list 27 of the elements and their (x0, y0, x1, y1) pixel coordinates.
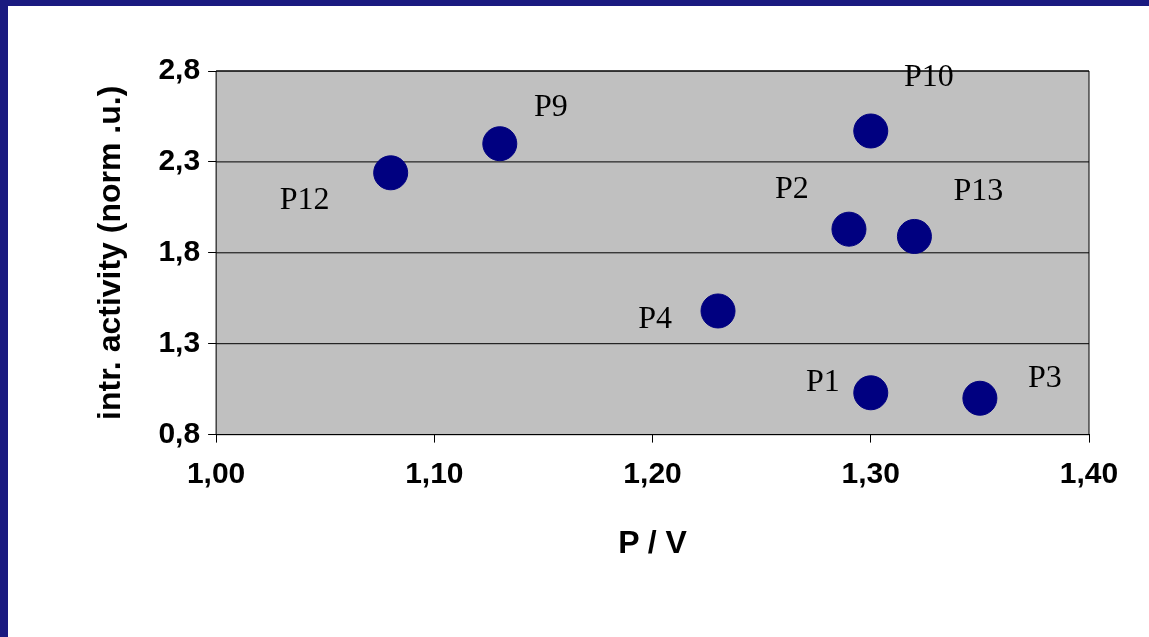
x-tick-label: 1,00 (186, 455, 246, 489)
point (853, 113, 889, 149)
x-tick-label: 1,30 (841, 455, 900, 489)
point (853, 375, 889, 411)
y-tick-label: 2,3 (158, 143, 201, 177)
annotation: P1 (805, 362, 840, 399)
y-tick-label: 2,8 (158, 52, 201, 86)
point (700, 293, 736, 329)
point (831, 211, 867, 247)
y-tick-label: 0,8 (158, 415, 201, 449)
x-tick-label: 1,10 (405, 455, 464, 489)
y-tick-label: 1,3 (158, 324, 201, 358)
annotation: P13 (953, 170, 1004, 207)
y-axis-title: intr. activity (norm .u.) (91, 85, 128, 420)
x-tick-label: 1,20 (623, 455, 682, 489)
point (482, 126, 518, 162)
annotation: P3 (1027, 357, 1062, 394)
annotation: P9 (533, 87, 568, 124)
point (373, 155, 409, 191)
point (896, 218, 932, 254)
annotation: P12 (279, 180, 330, 217)
annotation: P4 (638, 299, 672, 336)
annotation: P2 (775, 168, 809, 205)
y-tick-label: 1,8 (158, 234, 201, 268)
point (962, 380, 998, 416)
x-tick-label: 1,40 (1059, 455, 1119, 489)
x-axis-title: P / V (618, 523, 688, 560)
